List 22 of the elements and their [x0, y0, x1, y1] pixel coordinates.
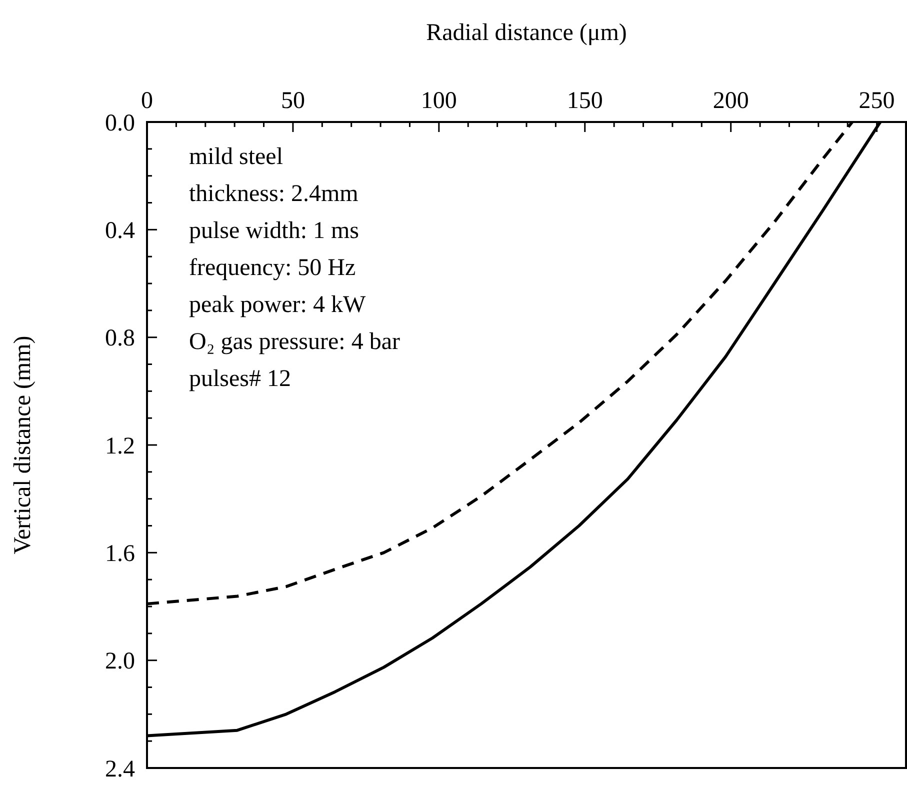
- y-tick-label: 0.8: [105, 326, 135, 352]
- annotation: pulses# 12: [189, 366, 291, 392]
- x-tick-label: 100: [420, 88, 457, 114]
- x-tick-label: 200: [712, 88, 749, 114]
- y-tick-label: 0.0: [105, 110, 135, 136]
- x-axis-title: Radial distance (μm): [426, 20, 627, 46]
- annotation: thickness: 2.4mm: [189, 181, 359, 207]
- y-tick-label: 0.4: [105, 218, 135, 244]
- y-axis-title: Vertical distance (mm): [10, 336, 36, 554]
- y-tick-label: 2.4: [105, 756, 135, 782]
- annotation: pulse width: 1 ms: [189, 218, 360, 244]
- x-tick-label: 250: [858, 88, 895, 114]
- annotation: peak power: 4 kW: [189, 292, 366, 318]
- annotation: O₂ gas pressure: 4 bar: [189, 329, 400, 355]
- annotation: frequency: 50 Hz: [189, 255, 356, 281]
- x-tick-label: 0: [141, 88, 153, 114]
- y-tick-label: 1.6: [105, 541, 135, 568]
- y-tick-label: 2.0: [105, 648, 135, 675]
- annotation: mild steel: [189, 144, 284, 170]
- y-tick-label: 1.2: [105, 433, 135, 460]
- x-tick-label: 150: [566, 88, 603, 114]
- x-tick-label: 50: [280, 88, 305, 114]
